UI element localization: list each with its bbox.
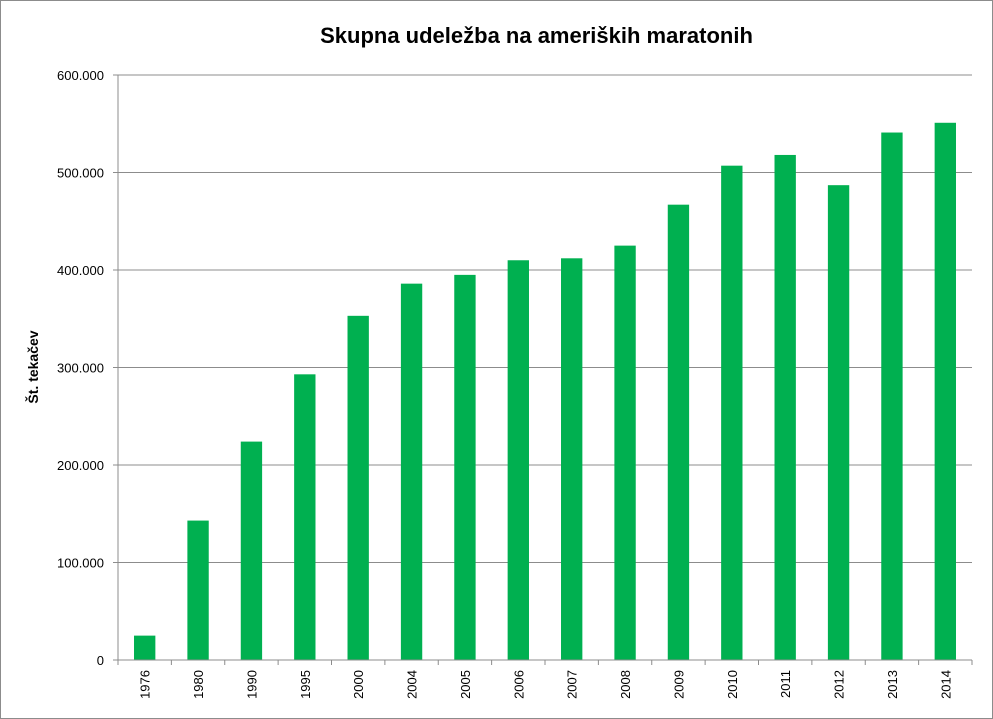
bar xyxy=(881,132,903,660)
bar xyxy=(400,283,423,660)
axes xyxy=(117,75,973,665)
bar xyxy=(187,520,209,660)
x-tick-label: 2008 xyxy=(618,670,633,699)
x-tick-label: 2005 xyxy=(458,670,473,699)
x-tick-label: 2010 xyxy=(725,670,740,699)
y-axis-label: Št. tekačev xyxy=(24,330,41,403)
x-tick-label: 1976 xyxy=(138,670,153,699)
bars xyxy=(134,122,956,661)
bar xyxy=(347,315,369,660)
bar xyxy=(774,154,796,660)
x-tick-label: 1990 xyxy=(244,670,259,699)
y-tick-labels: 0 100.000 200.000 300.000 400.000 500.000 600.… xyxy=(57,68,104,668)
y-tick-label: 400.000 xyxy=(57,263,104,278)
x-tick-labels: 1976 1980 1990 1995 2000 2004 2005 2006 2007 2008… xyxy=(138,670,954,699)
bar xyxy=(667,204,690,661)
bar xyxy=(614,245,636,660)
y-tick-label: 100.000 xyxy=(57,556,104,571)
bar xyxy=(507,260,529,660)
x-tick-label: 1980 xyxy=(191,670,206,699)
y-tick-label: 300.000 xyxy=(57,361,104,376)
y-tick-label: 500.000 xyxy=(57,166,104,181)
x-tick-label: 2007 xyxy=(565,670,580,699)
y-tick-label: 0 xyxy=(97,653,104,668)
x-tick-label: 2012 xyxy=(832,670,847,699)
x-tick-label: 1995 xyxy=(298,670,313,699)
bar xyxy=(240,441,263,660)
bar xyxy=(934,122,956,660)
bar xyxy=(294,374,316,660)
bar xyxy=(561,258,583,660)
x-tick-label: 2014 xyxy=(938,670,953,699)
bar xyxy=(827,185,850,661)
bar xyxy=(721,165,743,661)
y-tick-label: 600.000 xyxy=(57,68,104,83)
y-tick-label: 200.000 xyxy=(57,458,104,473)
x-tick-label: 2004 xyxy=(405,670,420,699)
x-tick-label: 2013 xyxy=(885,670,900,699)
x-tick-label: 2009 xyxy=(671,670,686,699)
bar xyxy=(134,635,156,660)
x-tick-label: 2006 xyxy=(511,670,526,699)
x-tick-label: 2011 xyxy=(778,670,793,698)
chart-title: Skupna udeležba na ameriških maratonih xyxy=(320,23,753,48)
x-tick-label: 2000 xyxy=(351,670,366,699)
bar xyxy=(454,274,476,660)
